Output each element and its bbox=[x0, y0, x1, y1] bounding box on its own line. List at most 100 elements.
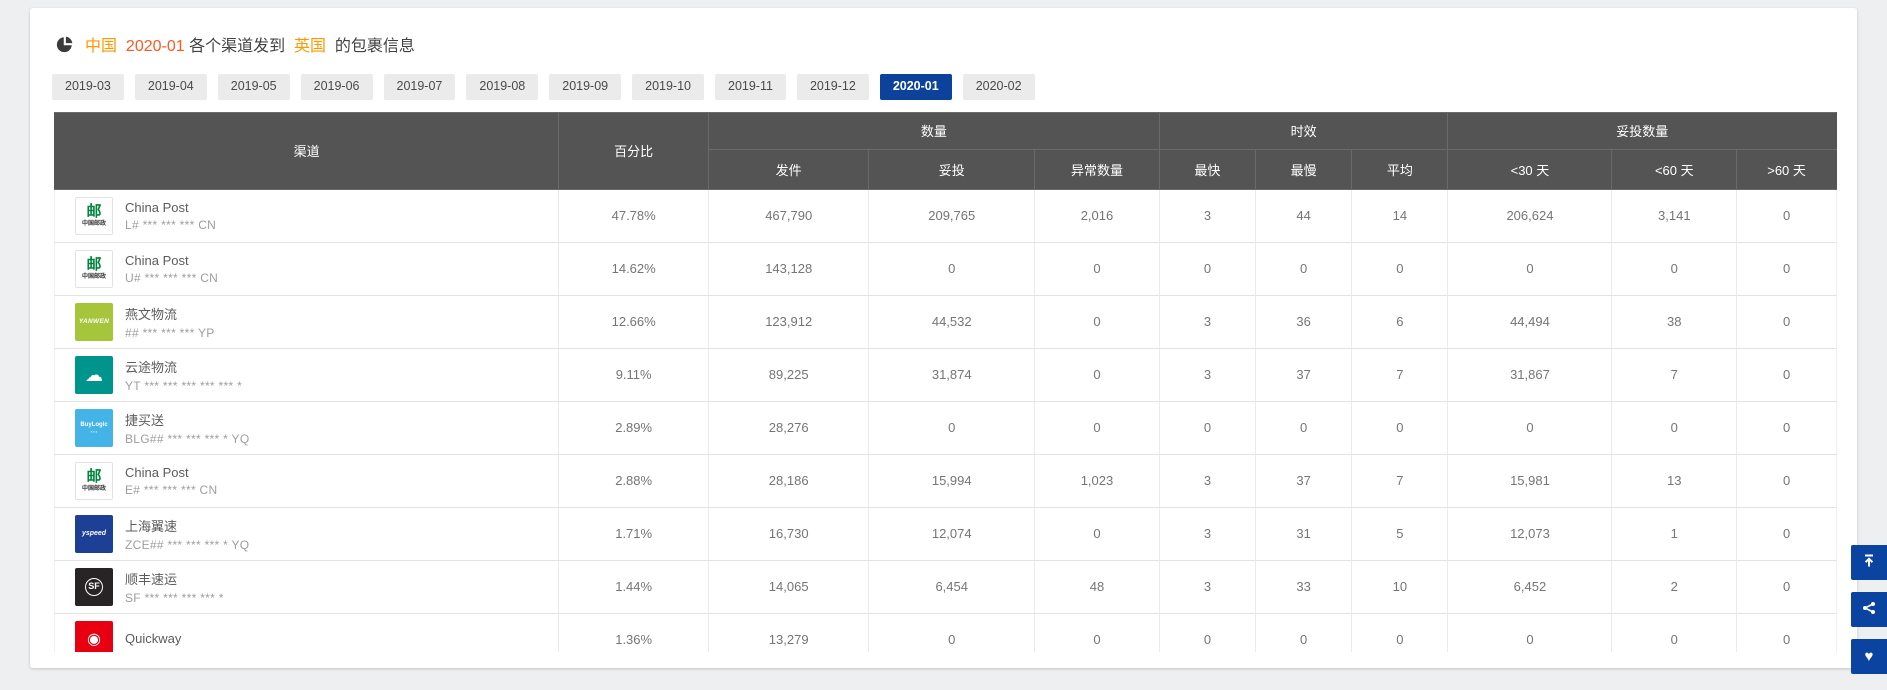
channel-name: 云途物流 bbox=[125, 359, 178, 375]
cell-under30: 31,867 bbox=[1447, 347, 1613, 402]
tab-2019-12[interactable]: 2019-12 bbox=[796, 74, 869, 100]
col-header-delivered: 妥投 bbox=[868, 148, 1036, 190]
cell-sent: 143,128 bbox=[707, 241, 870, 296]
cell-average: 6 bbox=[1351, 294, 1449, 349]
cell-abnormal: 48 bbox=[1034, 559, 1160, 614]
cell-over60: 0 bbox=[1736, 188, 1837, 243]
cell-percent: 14.62% bbox=[558, 241, 709, 296]
cell-under60: 0 bbox=[1611, 241, 1738, 296]
channel-name: 捷买送 bbox=[125, 412, 165, 428]
tab-2019-10[interactable]: 2019-10 bbox=[632, 74, 704, 100]
cell-over60: 0 bbox=[1736, 347, 1837, 402]
tab-2019-06[interactable]: 2019-06 bbox=[300, 74, 373, 100]
tab-2019-11[interactable]: 2019-11 bbox=[715, 74, 786, 100]
logo-text: ▪ ▪ ▪ bbox=[90, 428, 98, 434]
cell-under30: 12,073 bbox=[1447, 506, 1613, 561]
tab-2019-04[interactable]: 2019-04 bbox=[134, 74, 207, 100]
tab-2019-05[interactable]: 2019-05 bbox=[217, 74, 290, 100]
channel-name: China Post bbox=[125, 252, 189, 268]
heart-icon: ♥ bbox=[1864, 648, 1874, 665]
cell-over60: 0 bbox=[1736, 506, 1837, 561]
cell-under30: 6,452 bbox=[1447, 559, 1613, 614]
col-header-average: 平均 bbox=[1351, 148, 1449, 190]
month-tabs: 2019-03 2019-04 2019-05 2019-06 2019-07 … bbox=[52, 74, 1837, 100]
cell-under30: 44,494 bbox=[1447, 294, 1613, 349]
cell-fastest: 3 bbox=[1158, 453, 1257, 508]
channel-code: E# *** *** *** CN bbox=[125, 482, 218, 497]
cell-percent: 47.78% bbox=[558, 188, 709, 243]
channel-code: YT *** *** *** *** *** * bbox=[125, 378, 243, 393]
title-origin-country: 中国 bbox=[85, 38, 118, 55]
group-header-quantity: 数量 bbox=[708, 111, 1160, 150]
col-header-over60: >60 天 bbox=[1736, 148, 1837, 190]
logo-glyph: ◉ bbox=[87, 630, 101, 648]
cell-percent: 1.44% bbox=[558, 559, 709, 614]
logo-glyph: SF bbox=[85, 577, 103, 596]
cell-delivered: 12,074 bbox=[868, 506, 1036, 561]
tab-2019-07[interactable]: 2019-07 bbox=[383, 74, 456, 100]
yuntu-logo-icon: ☁ bbox=[75, 355, 113, 394]
cell-average: 0 bbox=[1351, 241, 1449, 296]
cell-under30: 0 bbox=[1447, 400, 1613, 455]
cell-under60: 0 bbox=[1611, 612, 1738, 652]
tab-2020-01[interactable]: 2020-01 bbox=[879, 74, 952, 100]
col-header-under30: <30 天 bbox=[1447, 148, 1613, 190]
cell-average: 7 bbox=[1351, 347, 1449, 402]
cell-delivered: 0 bbox=[868, 241, 1036, 296]
cell-abnormal: 0 bbox=[1034, 241, 1160, 296]
cell-average: 5 bbox=[1351, 506, 1449, 561]
table-row: ◉ Quickway 1.36% 13,279 0 0 0 0 0 bbox=[54, 612, 1837, 652]
share-icon bbox=[1862, 601, 1876, 619]
col-header-slowest: 最慢 bbox=[1255, 148, 1353, 190]
cell-under30: 0 bbox=[1447, 612, 1613, 652]
favorite-button[interactable]: ♥ bbox=[1851, 639, 1887, 674]
quickway-logo-icon: ◉ bbox=[75, 620, 113, 652]
logo-text: 中国邮政 bbox=[81, 274, 106, 281]
cell-average: 7 bbox=[1351, 453, 1449, 508]
table-row: 邮 中国邮政 China Post E# *** *** *** CN 2.88… bbox=[54, 453, 1837, 508]
cell-sent: 14,065 bbox=[707, 559, 870, 614]
share-button[interactable] bbox=[1851, 592, 1887, 627]
channel-cell: yspeed 上海翼速 ZCE## *** *** *** * YQ bbox=[54, 506, 560, 561]
logo-glyph: 邮 bbox=[86, 256, 102, 274]
logo-text: 中国邮政 bbox=[81, 221, 106, 228]
cell-slowest: 36 bbox=[1255, 294, 1353, 349]
title-dest-country: 英国 bbox=[294, 38, 327, 55]
table-row: YANWEN 燕文物流 ## *** *** *** YP 12.66% 123… bbox=[54, 294, 1837, 349]
tab-2020-02[interactable]: 2020-02 bbox=[962, 74, 1035, 100]
cell-sent: 28,186 bbox=[707, 453, 870, 508]
buylogic-logo-icon: BuyLogic ▪ ▪ ▪ bbox=[75, 408, 113, 447]
cell-fastest: 3 bbox=[1158, 294, 1257, 349]
channels-table: 渠道 百分比 数量 时效 妥投数量 发件 妥投 异常数量 最快 最慢 平均 <3… bbox=[54, 111, 1837, 652]
logo-text: 中国邮政 bbox=[81, 486, 106, 493]
tab-2019-09[interactable]: 2019-09 bbox=[549, 74, 622, 100]
col-header-percent: 百分比 bbox=[558, 111, 709, 190]
cell-under30: 15,981 bbox=[1447, 453, 1613, 508]
cell-delivered: 0 bbox=[868, 612, 1036, 652]
cell-slowest: 33 bbox=[1255, 559, 1353, 614]
cell-under30: 0 bbox=[1447, 241, 1613, 296]
channel-name: China Post bbox=[125, 199, 189, 215]
logo-glyph: yspeed bbox=[81, 530, 107, 538]
yisu-logo-icon: yspeed bbox=[75, 514, 113, 553]
table-row: BuyLogic ▪ ▪ ▪ 捷买送 BLG## *** *** *** * Y… bbox=[54, 400, 1837, 455]
channel-code: SF *** *** *** *** * bbox=[125, 590, 224, 605]
channel-cell: 邮 中国邮政 China Post L# *** *** *** CN bbox=[54, 188, 560, 243]
cell-slowest: 0 bbox=[1255, 241, 1353, 296]
report-card: 中国 2020-01 各个渠道发到 英国 的包裹信息 2019-03 2019-… bbox=[30, 8, 1857, 668]
cell-sent: 467,790 bbox=[707, 188, 870, 243]
logo-glyph: BuyLogic bbox=[80, 421, 108, 428]
cell-sent: 89,225 bbox=[707, 347, 870, 402]
group-header-delivered-qty: 妥投数量 bbox=[1447, 111, 1837, 150]
tab-2019-08[interactable]: 2019-08 bbox=[466, 74, 539, 100]
tab-2019-03[interactable]: 2019-03 bbox=[52, 74, 124, 100]
back-to-top-button[interactable] bbox=[1851, 545, 1887, 580]
table-row: 邮 中国邮政 China Post L# *** *** *** CN 47.7… bbox=[54, 188, 1837, 243]
yanwen-logo-icon: YANWEN bbox=[75, 302, 113, 341]
back-to-top-icon bbox=[1862, 554, 1876, 572]
col-header-sent: 发件 bbox=[707, 148, 870, 190]
title-month: 2020-01 bbox=[121, 38, 185, 55]
cell-slowest: 0 bbox=[1255, 612, 1353, 652]
table-row: yspeed 上海翼速 ZCE## *** *** *** * YQ 1.71%… bbox=[54, 506, 1837, 561]
group-header-aging: 时效 bbox=[1158, 111, 1449, 150]
